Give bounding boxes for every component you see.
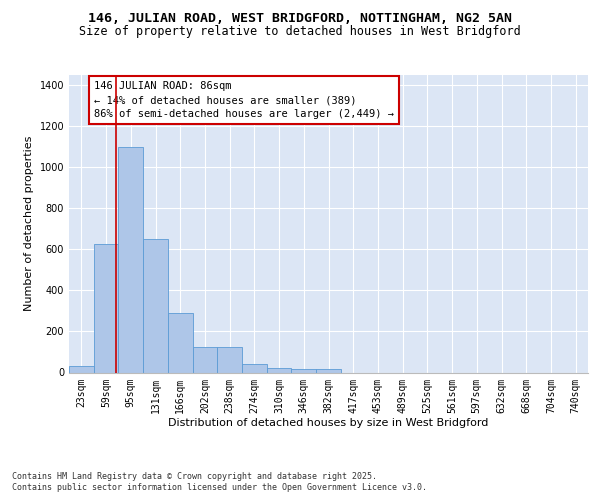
- Bar: [69, 366, 94, 372]
- Text: Contains HM Land Registry data © Crown copyright and database right 2025.: Contains HM Land Registry data © Crown c…: [12, 472, 377, 481]
- Bar: [168, 313, 193, 372]
- Bar: [242, 364, 267, 372]
- Text: 146 JULIAN ROAD: 86sqm
← 14% of detached houses are smaller (389)
86% of semi-de: 146 JULIAN ROAD: 86sqm ← 14% of detached…: [94, 81, 394, 119]
- Bar: [267, 368, 292, 372]
- Text: Contains public sector information licensed under the Open Government Licence v3: Contains public sector information licen…: [12, 483, 427, 492]
- Text: Size of property relative to detached houses in West Bridgford: Size of property relative to detached ho…: [79, 25, 521, 38]
- Bar: [143, 239, 168, 372]
- Bar: [193, 347, 217, 372]
- X-axis label: Distribution of detached houses by size in West Bridgford: Distribution of detached houses by size …: [169, 418, 488, 428]
- Bar: [292, 370, 316, 372]
- Y-axis label: Number of detached properties: Number of detached properties: [24, 136, 34, 312]
- Bar: [94, 244, 118, 372]
- Bar: [217, 347, 242, 372]
- Bar: [316, 370, 341, 372]
- Bar: [118, 147, 143, 372]
- Text: 146, JULIAN ROAD, WEST BRIDGFORD, NOTTINGHAM, NG2 5AN: 146, JULIAN ROAD, WEST BRIDGFORD, NOTTIN…: [88, 12, 512, 26]
